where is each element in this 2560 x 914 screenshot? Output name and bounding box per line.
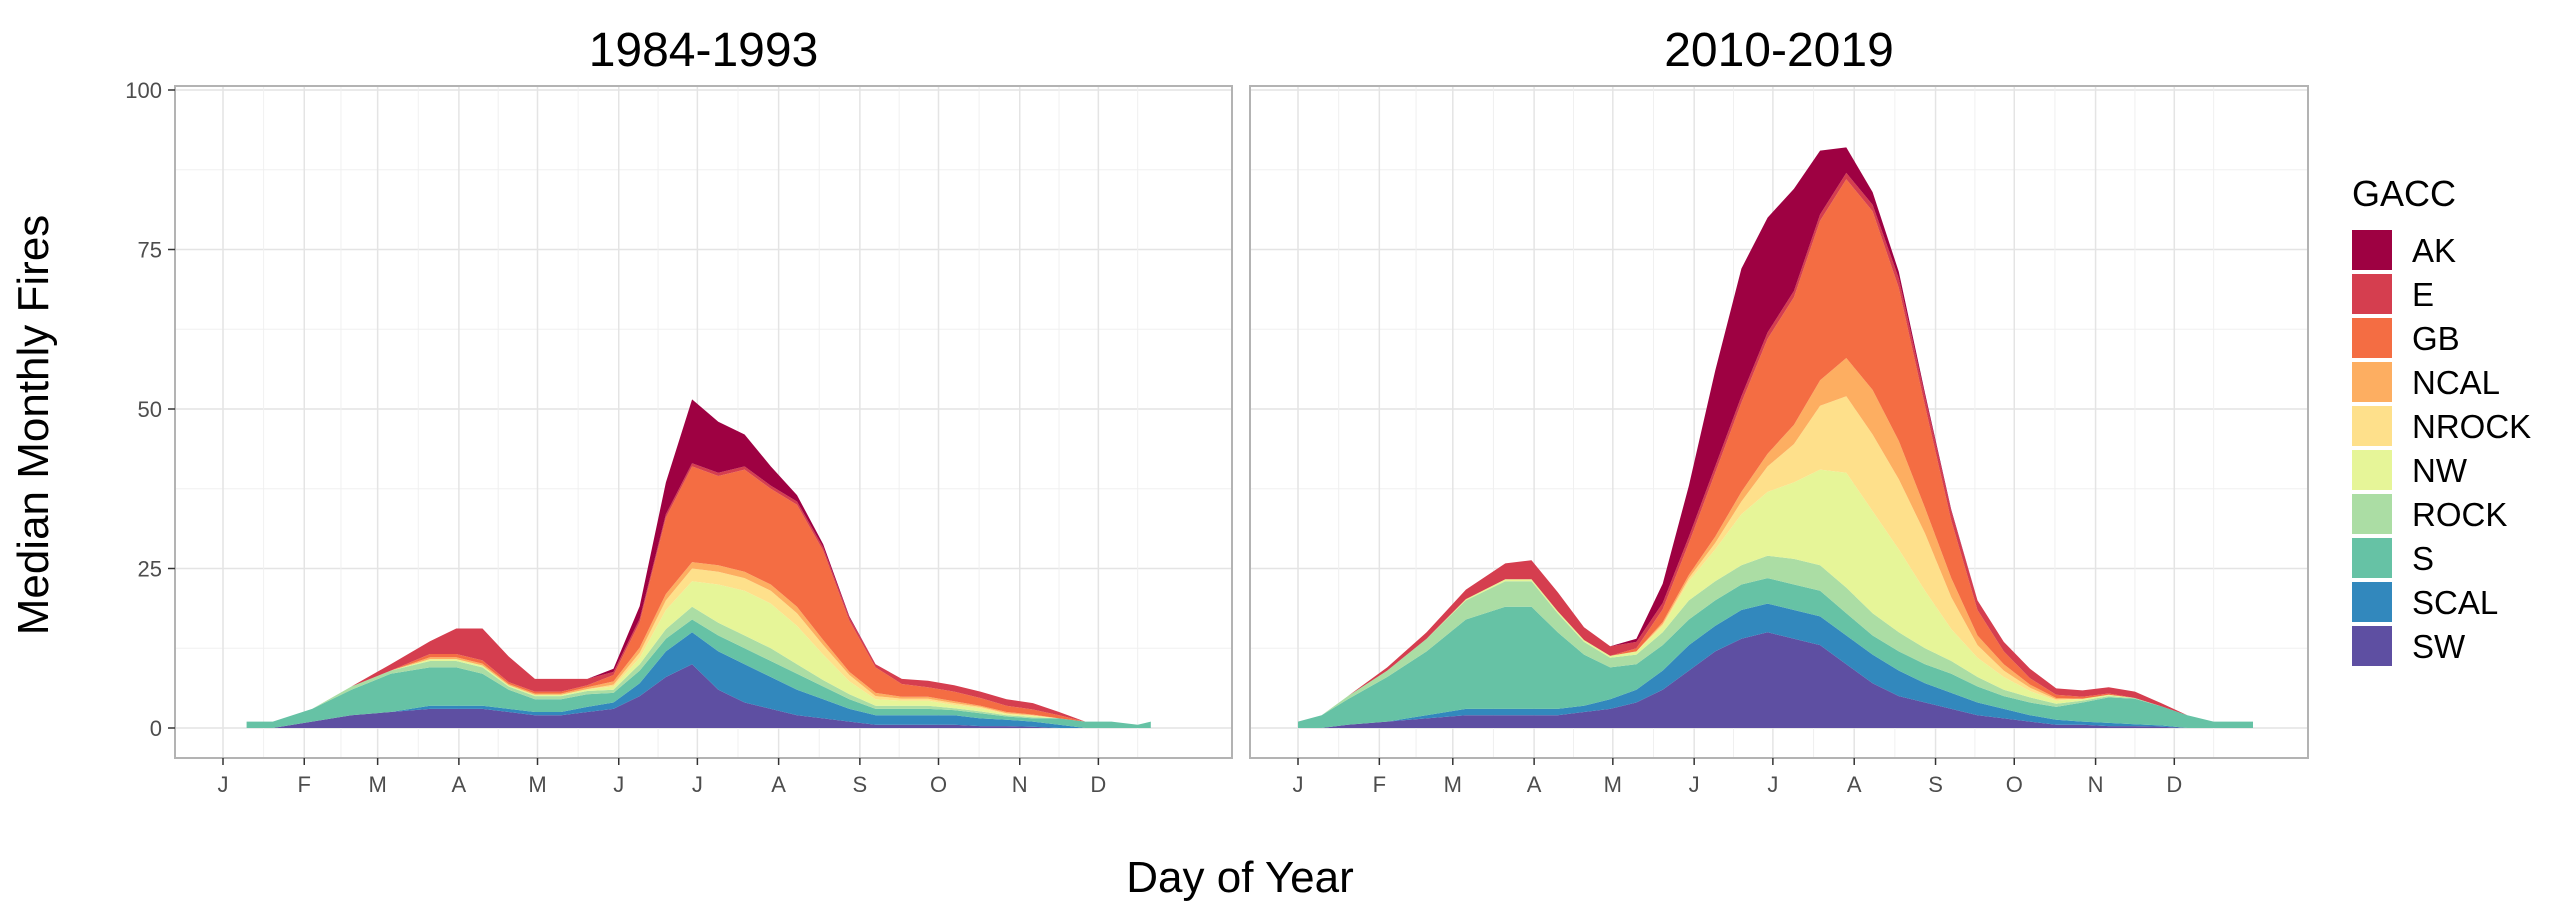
legend-label: SCAL	[2412, 584, 2498, 621]
area-nw	[246, 581, 1151, 725]
legend-swatch	[2352, 626, 2392, 666]
x-tick-label: D	[1090, 772, 1106, 797]
stacked-areas	[1298, 147, 2253, 728]
x-tick-label: D	[2166, 772, 2182, 797]
area-sw	[246, 664, 1151, 728]
area-nrock	[1298, 396, 2253, 722]
panel-2: 2010-2019 J F M A M J J A S O N D	[1249, 24, 2309, 797]
y-tick-label: 25	[138, 557, 162, 582]
panel-title: 2010-2019	[1664, 24, 1894, 77]
legend-item-sw: SW	[2352, 626, 2466, 666]
x-tick-label: J	[613, 772, 624, 797]
area-scal	[246, 632, 1151, 728]
y-tick-label: 75	[138, 238, 162, 263]
area-ak	[246, 399, 1151, 725]
area-e	[1298, 172, 2253, 722]
x-tick-label: S	[853, 772, 868, 797]
panel-1: 1984-1993 J F M A M J J A S O N D	[174, 24, 1233, 797]
x-tick-label: A	[1527, 772, 1542, 797]
legend-swatch	[2352, 362, 2392, 402]
legend-swatch	[2352, 318, 2392, 358]
x-tick-label: A	[452, 772, 467, 797]
panel-title: 1984-1993	[589, 24, 819, 77]
x-tick-label: J	[692, 772, 703, 797]
legend-swatch	[2352, 230, 2392, 270]
x-tick-label: M	[1444, 772, 1462, 797]
legend-swatch	[2352, 274, 2392, 314]
x-tick-label: J	[1293, 772, 1304, 797]
area-s	[246, 619, 1151, 728]
area-rock	[246, 606, 1151, 725]
legend-swatch	[2352, 538, 2392, 578]
x-tick-label: A	[771, 772, 786, 797]
legend-label: SW	[2412, 628, 2466, 665]
legend-item-gb: GB	[2352, 318, 2460, 358]
x-tick-label: O	[930, 772, 947, 797]
y-axis: 0 25 50 75 100	[125, 78, 175, 741]
area-rock	[1298, 555, 2253, 722]
legend-swatch	[2352, 582, 2392, 622]
legend-title: GACC	[2352, 173, 2456, 214]
legend-item-ncal: NCAL	[2352, 362, 2500, 402]
x-tick-label: S	[1928, 772, 1943, 797]
legend-label: GB	[2412, 320, 2460, 357]
y-tick-label: 50	[138, 397, 162, 422]
legend-label: S	[2412, 540, 2434, 577]
legend-item-rock: ROCK	[2352, 494, 2507, 534]
area-sw	[1298, 632, 2253, 728]
y-tick-label: 0	[150, 716, 162, 741]
legend-label: AK	[2412, 232, 2456, 269]
legend-item-nw: NW	[2352, 450, 2468, 490]
panels-layer: 1984-1993 J F M A M J J A S O N D 2010-2019 J F M A M J J A S O…	[174, 24, 2309, 797]
x-axis-label: Day of Year	[1126, 853, 1354, 902]
x-tick-label: A	[1847, 772, 1862, 797]
legend-label: NROCK	[2412, 408, 2531, 445]
panel-border	[1249, 85, 2309, 759]
x-tick-label: J	[218, 772, 229, 797]
legend-swatch	[2352, 450, 2392, 490]
legend: GACC AK E GB NCAL NROCK NW ROCK S SCAL SW	[2352, 173, 2531, 666]
legend-label: ROCK	[2412, 496, 2507, 533]
x-tick-label: J	[1689, 772, 1700, 797]
legend-label: E	[2412, 276, 2434, 313]
x-tick-label: M	[368, 772, 386, 797]
legend-item-scal: SCAL	[2352, 582, 2498, 622]
x-tick-label: N	[1012, 772, 1028, 797]
x-tick-label: M	[1604, 772, 1622, 797]
legend-swatch	[2352, 406, 2392, 446]
x-tick-label: M	[528, 772, 546, 797]
area-scal	[1298, 603, 2253, 728]
legend-label: NW	[2412, 452, 2468, 489]
legend-item-ak: AK	[2352, 230, 2456, 270]
x-tick-label: O	[2006, 772, 2023, 797]
x-tick-label: J	[1767, 772, 1778, 797]
legend-item-s: S	[2352, 538, 2434, 578]
legend-swatch	[2352, 494, 2392, 534]
area-gb	[246, 466, 1151, 725]
legend-item-e: E	[2352, 274, 2434, 314]
x-tick-label: N	[2088, 772, 2104, 797]
legend-item-nrock: NROCK	[2352, 406, 2531, 446]
area-ak	[1298, 147, 2253, 722]
x-tick-label: F	[298, 772, 311, 797]
y-tick-label: 100	[125, 78, 162, 103]
panel-border	[174, 85, 1233, 759]
stacked-areas	[246, 399, 1151, 728]
y-axis-label: Median Monthly Fires	[9, 215, 58, 636]
legend-label: NCAL	[2412, 364, 2500, 401]
area-nw	[1298, 469, 2253, 722]
area-s	[1298, 578, 2253, 728]
x-tick-label: F	[1373, 772, 1386, 797]
